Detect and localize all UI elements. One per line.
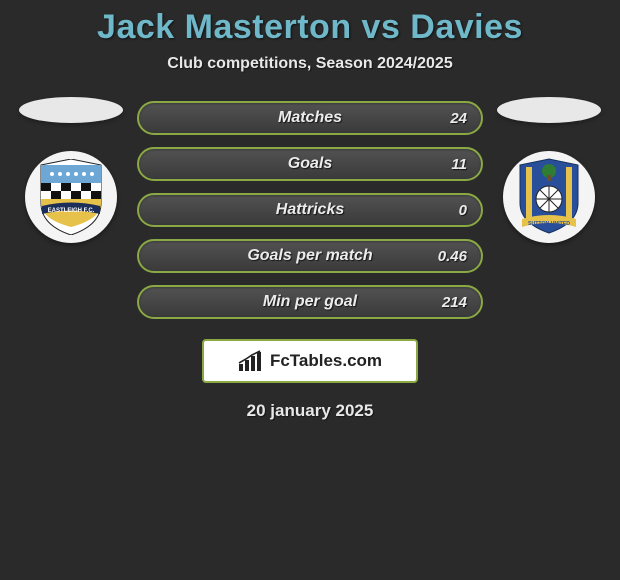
bar-chart-icon xyxy=(238,350,264,372)
stat-value-right: 11 xyxy=(451,156,467,173)
stats-column: Matches 24 Goals 11 Hattricks 0 Goals pe… xyxy=(137,97,483,319)
subtitle: Club competitions, Season 2024/2025 xyxy=(0,55,620,73)
stat-value-right: 24 xyxy=(450,110,467,127)
stat-label: Min per goal xyxy=(263,293,357,311)
eastleigh-crest-icon: EASTLEIGH F.C. xyxy=(36,159,106,235)
page-title: Jack Masterton vs Davies xyxy=(0,8,620,47)
stat-label: Hattricks xyxy=(276,201,344,219)
svg-text:SUTTON UNITED: SUTTON UNITED xyxy=(528,221,570,227)
right-team-crest: SUTTON UNITED xyxy=(503,151,595,243)
widget-root: Jack Masterton vs Davies Club competitio… xyxy=(0,0,620,421)
stat-row-goals: Goals 11 xyxy=(137,147,483,181)
stat-value-right: 0.46 xyxy=(438,248,467,265)
stat-value-right: 214 xyxy=(442,294,467,311)
left-column: EASTLEIGH F.C. xyxy=(15,97,127,243)
sutton-crest-icon: SUTTON UNITED xyxy=(512,157,586,237)
stat-value-right: 0 xyxy=(459,202,467,219)
left-name-ellipse xyxy=(19,97,123,123)
left-team-crest: EASTLEIGH F.C. xyxy=(25,151,117,243)
stat-row-min-per-goal: Min per goal 214 xyxy=(137,285,483,319)
brand-box[interactable]: FcTables.com xyxy=(202,339,418,383)
stat-label: Goals per match xyxy=(247,247,372,265)
stat-row-hattricks: Hattricks 0 xyxy=(137,193,483,227)
right-name-ellipse xyxy=(497,97,601,123)
body-row: EASTLEIGH F.C. Matches 24 Goals 11 Hattr… xyxy=(0,97,620,319)
svg-text:EASTLEIGH F.C.: EASTLEIGH F.C. xyxy=(48,208,95,214)
date-line: 20 january 2025 xyxy=(0,401,620,421)
stat-label: Goals xyxy=(288,155,332,173)
right-column: SUTTON UNITED xyxy=(493,97,605,243)
stat-row-matches: Matches 24 xyxy=(137,101,483,135)
stat-row-goals-per-match: Goals per match 0.46 xyxy=(137,239,483,273)
stat-label: Matches xyxy=(278,109,342,127)
brand-text: FcTables.com xyxy=(270,351,382,371)
